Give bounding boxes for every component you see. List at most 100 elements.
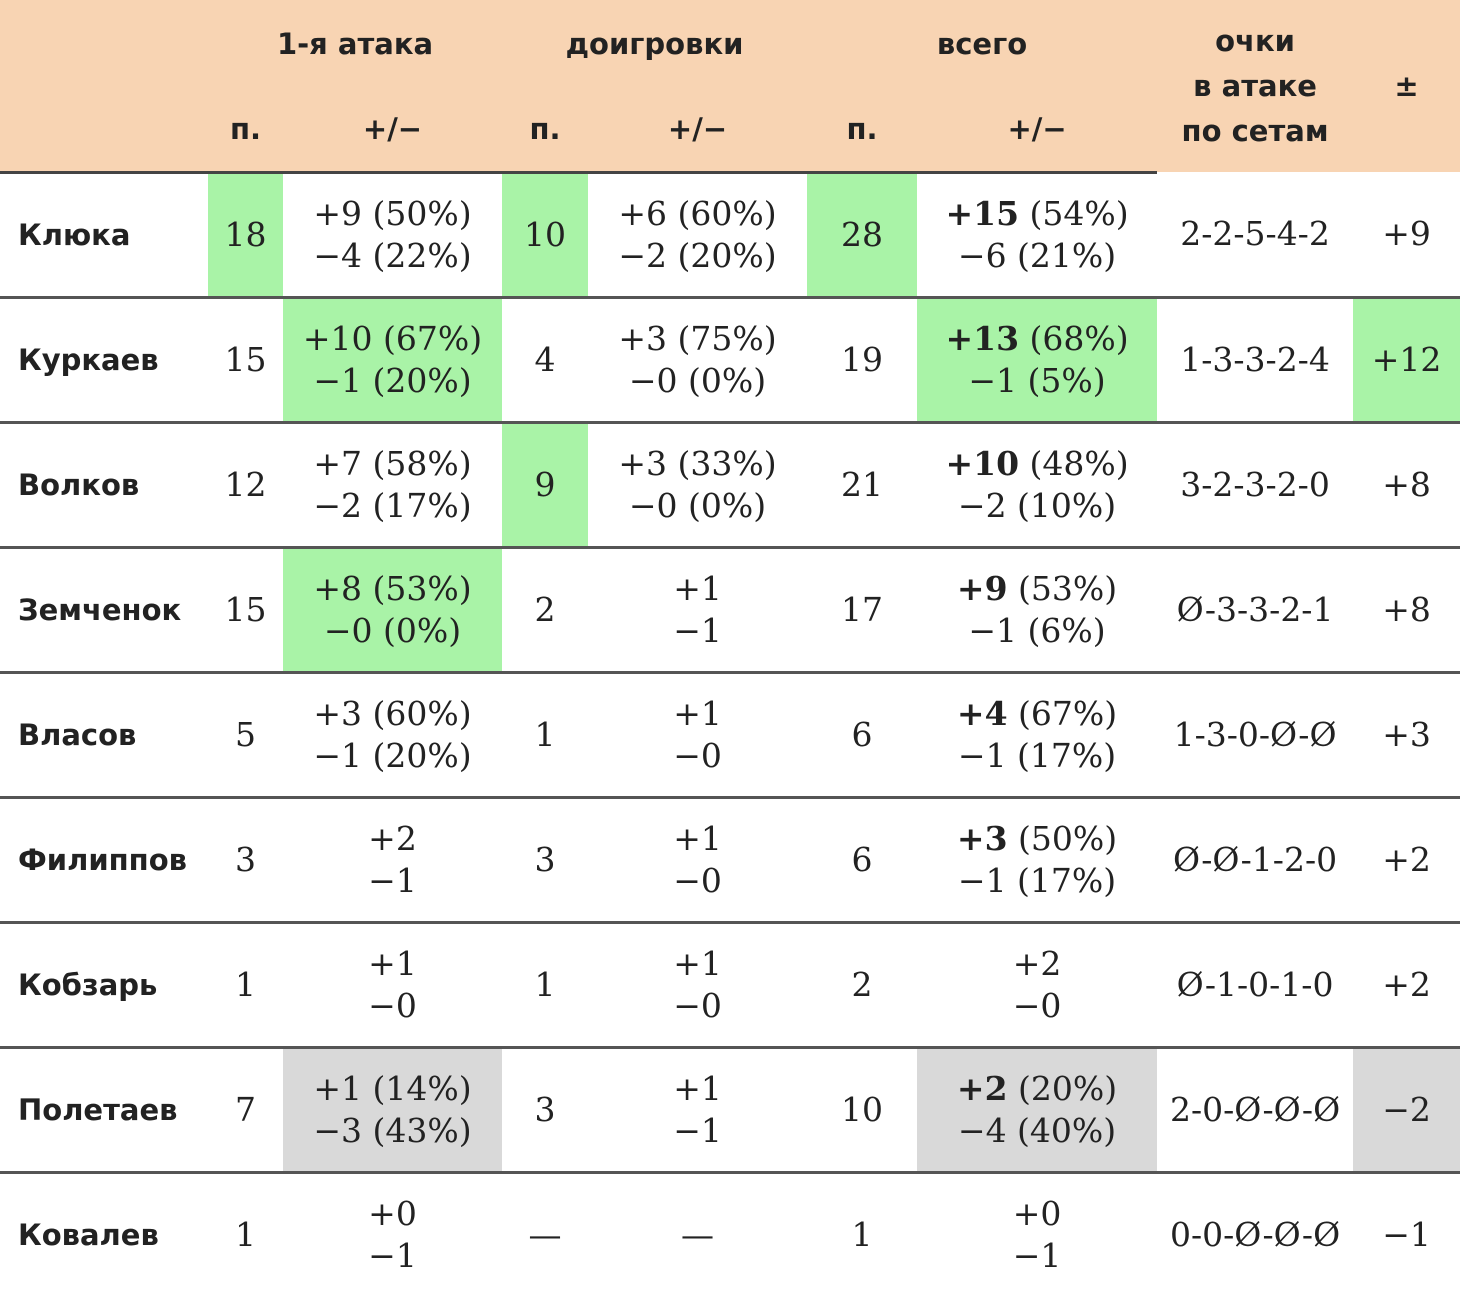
player-name: Земченок [0,545,208,672]
tot-attempts: 6 [807,670,918,797]
table-row: Клюка 18 +9 (50%) −4 (22%) 10 +6 (60%) −2 … [0,172,1460,297]
plusminus-total: +8 [1353,545,1460,672]
tot-plus: +9 (53%) [917,568,1157,610]
player-name: Клюка [18,217,131,252]
player-name: Ковалев [0,1170,208,1297]
tot-plus-num: +0 [1012,1194,1062,1234]
rp-plus: +3 (33%) [618,443,777,483]
fa-attempts: 1 [208,1170,283,1297]
tot-attempts: 19 [807,295,918,422]
rp-attempts: — [502,1170,589,1297]
player-name: Куркаев [0,295,208,422]
points-by-sets: 0-0-Ø-Ø-Ø [1157,1170,1354,1297]
rp-plusminus: +3 (33%) −0 (0%) [588,420,808,547]
rp-plusminus: +1 −1 [588,545,808,672]
tot-plus-num: +2 [956,1068,1008,1108]
fa-plus: +10 (67%) [302,318,483,358]
rp-attempts: 3 [502,1045,589,1172]
points-by-sets: 1-3-0-Ø-Ø [1157,670,1354,797]
fa-plusminus: +9 (50%) −4 (22%) [283,172,502,297]
header-replays: доигровки [502,0,808,88]
table-row: Полетаев 7 +1 (14%) −3 (43%) 3 +1 −1 10 +2… [0,1045,1460,1172]
rp-minus: −0 [673,985,722,1025]
rp-minus: −1 [673,1110,722,1150]
fa-minus: −0 (0%) [323,610,462,650]
tot-plusminus: +0 −1 [917,1170,1158,1297]
tot-plus-pct: (53%) [1007,568,1118,608]
fa-plusminus: +10 (67%) −1 (20%) [283,295,503,422]
table-row: Куркаев 15 +10 (67%) −1 (20%) 4 +3 (75%) −… [0,295,1460,422]
table-body: Клюка 18 +9 (50%) −4 (22%) 10 +6 (60%) −2 … [0,172,1460,1297]
fa-attempts: 15 [208,295,283,422]
fa-minus: −1 (20%) [313,735,472,775]
tot-plus-num: +15 [945,193,1020,233]
fa-plus: +0 [368,1194,417,1234]
tot-plus-pct: (54%) [1019,193,1129,233]
header-total: всего [807,0,1158,88]
tot-minus: −1 (17%) [957,860,1117,900]
rp-minus: −1 [673,610,722,650]
rp-plusminus: +1 −0 [588,670,808,797]
tot-minus: −1 [1012,1236,1062,1276]
fa-plus: +9 (50%) [313,193,472,233]
tot-plus-num: +9 [956,568,1008,608]
plusminus-total: +9 [1382,213,1431,253]
points-by-sets: 3-2-3-2-0 [1157,420,1354,547]
tot-minus: −2 (10%) [957,485,1117,525]
plusminus-total: +2 [1353,795,1460,922]
tot-plus-num: +4 [956,693,1008,733]
fa-minus: −1 [368,860,417,900]
points-by-sets: Ø-3-3-2-1 [1157,545,1354,672]
tot-plus: +2 [917,943,1157,985]
rp-plusminus: — [588,1170,808,1297]
points-by-sets: 2-2-5-4-2 [1180,213,1330,253]
rp-attempts: 2 [502,545,589,672]
fa-plusminus: +7 (58%) −2 (17%) [283,420,503,547]
tot-plusminus: +2 −0 [917,920,1158,1047]
points-by-sets: Ø-1-0-1-0 [1157,920,1354,1047]
fa-attempts: 18 [208,172,283,297]
rp-plus: +1 [673,568,722,608]
plusminus-total: +3 [1353,670,1460,797]
tot-attempts: 6 [807,795,918,922]
table-row: Кобзарь 1 +1 −0 1 +1 −0 2 +2 −0 Ø-1-0-1-0 +… [0,920,1460,1047]
points-by-sets: 2-0-Ø-Ø-Ø [1157,1045,1354,1172]
fa-minus: −3 (43%) [313,1110,472,1150]
fa-minus: −1 (20%) [313,360,472,400]
tot-plusminus: +10 (48%) −2 (10%) [917,420,1158,547]
header-empty-name [0,0,208,88]
tot-attempts: 10 [807,1045,918,1172]
tot-plus: +13 (68%) [917,318,1157,360]
header-points-line3: по сетам [1181,113,1329,148]
tot-plus-num: +3 [956,818,1008,858]
tot-plus: +0 [917,1193,1157,1235]
player-name: Филиппов [0,795,208,922]
header-fa-n: п. [208,88,283,174]
player-name: Кобзарь [0,920,208,1047]
tot-plus: +3 (50%) [917,818,1157,860]
table-header: 1-я атака доигровки всего очки в атаке п… [0,0,1460,174]
player-name: Власов [0,670,208,797]
tot-plus-num: +2 [1012,943,1062,983]
table-row: Власов 5 +3 (60%) −1 (20%) 1 +1 −0 6 +4 (6… [0,670,1460,797]
tot-plusminus: +13 (68%) −1 (5%) [917,295,1158,422]
rp-minus: −2 (20%) [618,235,777,275]
tot-attempts: 17 [807,545,918,672]
header-rp-pm: +/− [588,88,808,174]
fa-attempts: 7 [208,1045,283,1172]
fa-plusminus: +8 (53%) −0 (0%) [283,545,503,672]
table-row: Ковалев 1 +0 −1 — — 1 +0 −1 0-0-Ø-Ø-Ø −1 [0,1170,1460,1297]
tot-minus: −6 (21%) [957,235,1117,275]
rp-plusminus: +1 −0 [588,795,808,922]
fa-plus: +7 (58%) [313,443,472,483]
plusminus-total: −1 [1353,1170,1460,1297]
fa-plusminus: +3 (60%) −1 (20%) [283,670,503,797]
plusminus-total: +8 [1353,420,1460,547]
header-points-line1: очки [1215,23,1295,58]
fa-plusminus: +2 −1 [283,795,503,922]
rp-plusminus: +1 −0 [588,920,808,1047]
tot-plusminus: +2 (20%) −4 (40%) [917,1045,1158,1172]
rp-plusminus: +1 −1 [588,1045,808,1172]
table-row: Земченок 15 +8 (53%) −0 (0%) 2 +1 −1 17 +9… [0,545,1460,672]
